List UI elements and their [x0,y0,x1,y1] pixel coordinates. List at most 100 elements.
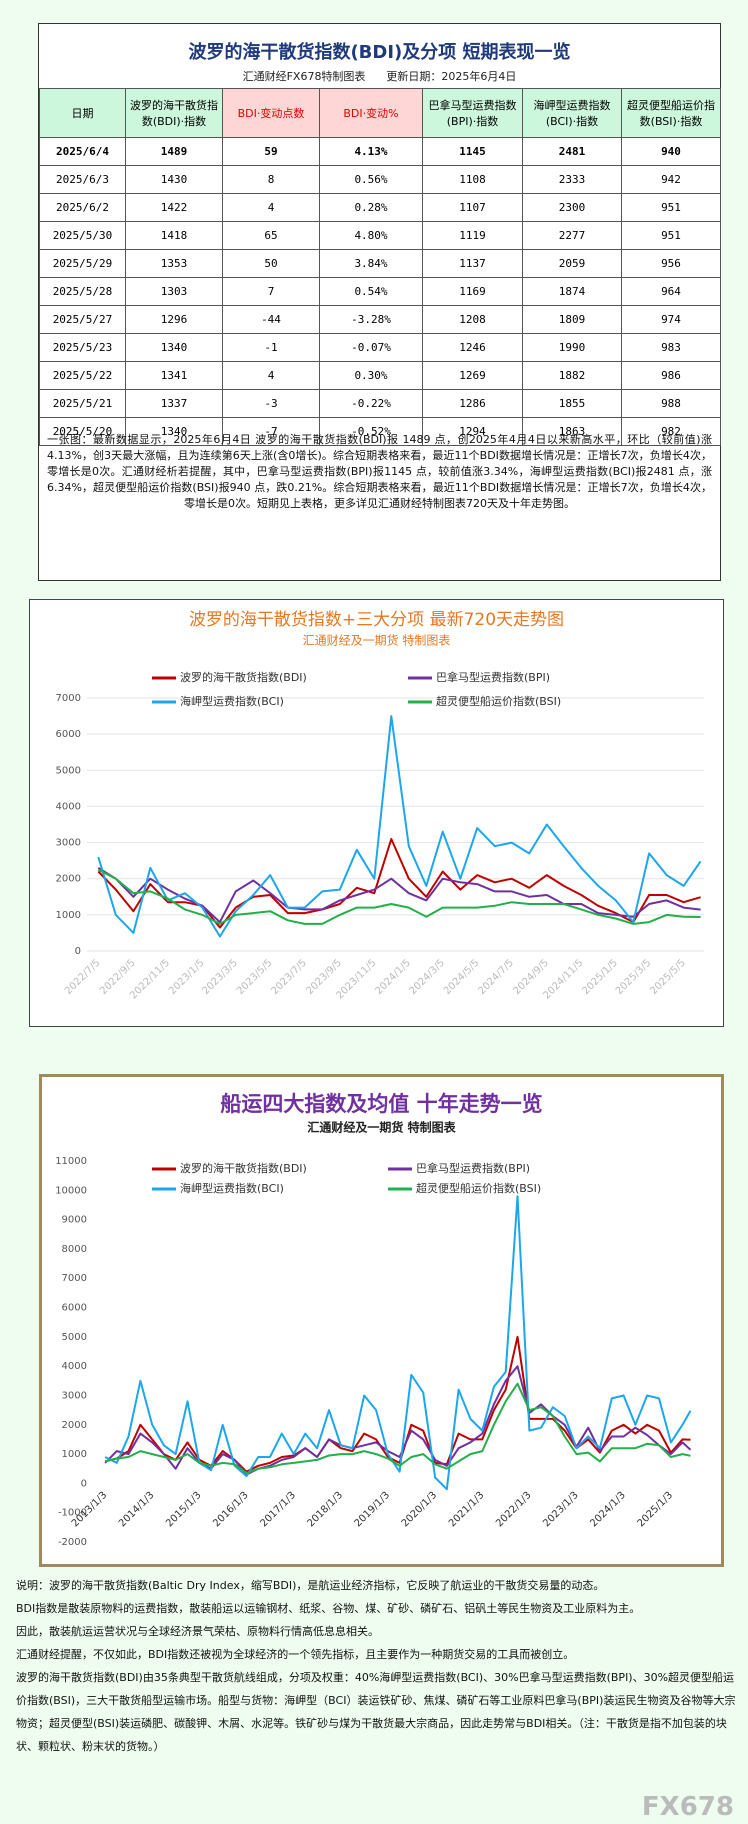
data-row: 2025/5/30 1418 65 4.80% 1119 2277 951 [39,221,721,250]
table-subtitle: 汇通财经FX678特制图表 更新日期：2025年6月4日 [242,70,517,83]
data-row: 2025/5/21 1337 -3 -0.22% 1286 1855 988 [39,389,721,418]
table-cell: 0.30% [319,361,423,390]
data-row: 2025/5/22 1341 4 0.30% 1269 1882 986 [39,361,721,390]
table-cell: 1286 [422,389,523,418]
series-line [97,715,702,938]
table-cell: 986 [621,361,721,390]
x-tick-label: 2024/1/5 [373,957,413,997]
table-cell: 2025/5/29 [39,249,126,278]
x-tick-label: 2022/1/3 [494,1490,534,1530]
table-cell: 1119 [422,221,523,250]
x-tick-label: 2014/1/3 [117,1490,157,1530]
header-cell: BDI·变动% [319,88,423,138]
header-cell: BDI·变动点数 [222,88,320,138]
table-cell: 2025/5/30 [39,221,126,250]
table-cell: 1882 [522,361,622,390]
x-tick-label: 2023/7/5 [269,957,309,997]
summary-table-panel: 波罗的海干散货指数(BDI)及分项 短期表现一览 汇通财经FX678特制图表 更… [38,23,721,581]
table-cell: 2300 [522,193,622,222]
legend-label: 超灵便型船运价指数(BSI) [416,1181,541,1195]
table-cell: 1809 [522,305,622,334]
x-tick-label: 2017/1/3 [258,1490,298,1530]
table-cell: 983 [621,333,721,362]
table-cell: 956 [621,249,721,278]
table-cell: 1137 [422,249,523,278]
table-cell: 0.56% [319,165,423,194]
table-cell: 2025/5/20 [39,417,126,446]
summary-text: 一张图：最新数据显示，2025年6月4日 波罗的海干散货指数(BDI)报 148… [47,433,712,510]
table-cell: 951 [621,221,721,250]
table-cell: 2059 [522,249,622,278]
note-line: 汇通财经提醒，不仅如此，BDI指数还被视为全球经济的一个领先指标，且主要作为一种… [16,1648,575,1661]
x-tick-label: 2020/1/3 [400,1490,440,1530]
table-cell: 951 [621,193,721,222]
data-row: 2025/5/28 1303 7 0.54% 1169 1874 964 [39,277,721,306]
y-tick-label: 4000 [56,801,81,812]
table-cell: 65 [222,221,320,250]
table-cell: 1145 [422,137,523,166]
table-cell: 1269 [422,361,523,390]
x-tick-label: 2023/5/5 [235,957,275,997]
table-cell: 2025/6/3 [39,165,126,194]
legend-label: 海岬型运费指数(BCI) [180,694,284,708]
table-cell: 0.54% [319,277,423,306]
table-cell: 940 [621,137,721,166]
data-row: 2025/5/29 1353 50 3.84% 1137 2059 956 [39,249,721,278]
y-tick-label: 5000 [62,1332,87,1343]
x-tick-label: 2023/3/5 [200,957,240,997]
table-cell: 50 [222,249,320,278]
x-tick-label: 2018/1/3 [306,1490,346,1530]
table-cell: 1855 [522,389,622,418]
table-cell: 59 [222,137,320,166]
legend-label: 波罗的海干散货指数(BDI) [180,1161,307,1175]
y-tick-label: -2000 [58,1537,87,1548]
y-tick-label: -1000 [58,1508,87,1519]
table-cell: 4.13% [319,137,423,166]
header-cell: 海岬型运费指数(BCI)·指数 [522,88,622,138]
x-tick-label: 2024/1/3 [588,1490,628,1530]
table-cell: 2025/5/22 [39,361,126,390]
table-cell: 1303 [125,277,223,306]
table-cell: 1296 [125,305,223,334]
table-cell: 2481 [522,137,622,166]
chart-subtitle: 汇通财经及一期货 特制图表 [303,633,451,648]
table-cell: 2025/5/21 [39,389,126,418]
x-tick-label: 2024/3/5 [407,957,447,997]
x-tick-label: 2024/5/5 [442,957,482,997]
table-cell: 974 [621,305,721,334]
table-cell: 2025/5/28 [39,277,126,306]
x-tick-label: 2024/7/5 [476,957,516,997]
y-tick-label: 3000 [62,1390,87,1401]
y-tick-label: 1000 [56,910,81,921]
x-tick-label: 2022/7/5 [63,957,103,997]
table-cell: 8 [222,165,320,194]
x-tick-label: 2025/3/5 [614,957,654,997]
table-cell: 1107 [422,193,523,222]
table-cell: 2025/5/27 [39,305,126,334]
table-cell: 964 [621,277,721,306]
note-line: BDI指数是散装原物料的运费指数，散装船运以运输钢材、纸浆、谷物、煤、矿砂、磷矿… [16,1602,641,1615]
y-tick-label: 3000 [56,838,81,849]
table-cell: 4.80% [319,221,423,250]
series-line [104,1335,691,1473]
series-line [104,1195,692,1491]
table-cell: 7 [222,277,320,306]
y-tick-label: 7000 [56,693,81,704]
legend-label: 海岬型运费指数(BCI) [180,1181,284,1195]
table-cell: -1 [222,333,320,362]
table-cell: 1340 [125,417,223,446]
table-cell: 1489 [125,137,223,166]
x-tick-label: 2023/1/5 [167,957,207,997]
series-line [104,1382,691,1475]
table-cell: 1337 [125,389,223,418]
table-cell: 942 [621,165,721,194]
table-cell: -0.07% [319,333,423,362]
table-cell: 1353 [125,249,223,278]
table-cell: 1208 [422,305,523,334]
x-tick-label: 2019/1/3 [353,1490,393,1530]
table-cell: 1418 [125,221,223,250]
table-cell: 2025/6/2 [39,193,126,222]
table-cell: 4 [222,193,320,222]
